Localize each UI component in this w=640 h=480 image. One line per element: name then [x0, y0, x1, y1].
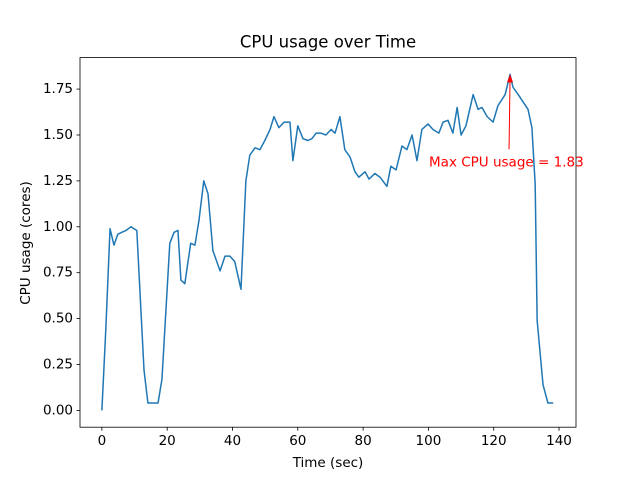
chart-title: CPU usage over Time: [240, 33, 416, 52]
y-tick-label: 1.50: [43, 127, 73, 143]
y-tick-label: 1.25: [43, 173, 73, 189]
annotation-arrow: [508, 78, 511, 150]
y-tick-label: 0.75: [43, 265, 73, 281]
x-tick-label: 80: [355, 433, 372, 449]
x-tick-label: 0: [98, 433, 107, 449]
x-tick-label: 40: [224, 433, 241, 449]
data-line: [101, 73, 554, 411]
y-tick-label: 0.25: [43, 356, 73, 372]
y-tick-label: 1.75: [43, 81, 73, 97]
y-tick-label: 1.00: [43, 219, 73, 235]
x-tick-label: 120: [481, 433, 507, 449]
y-tick-label: 0.50: [43, 311, 73, 327]
x-tick-label: 140: [546, 433, 572, 449]
y-axis-label: CPU usage (cores): [18, 181, 34, 305]
x-tick-label: 20: [159, 433, 176, 449]
plot-frame: [79, 57, 577, 428]
y-tick-label: 0.00: [43, 402, 73, 418]
x-tick-label: 100: [416, 433, 442, 449]
annotation-arrowhead: [507, 74, 514, 83]
annotation-text: Max CPU usage = 1.83: [429, 154, 584, 170]
x-axis-label: Time (sec): [292, 455, 364, 471]
x-tick-label: 60: [289, 433, 306, 449]
